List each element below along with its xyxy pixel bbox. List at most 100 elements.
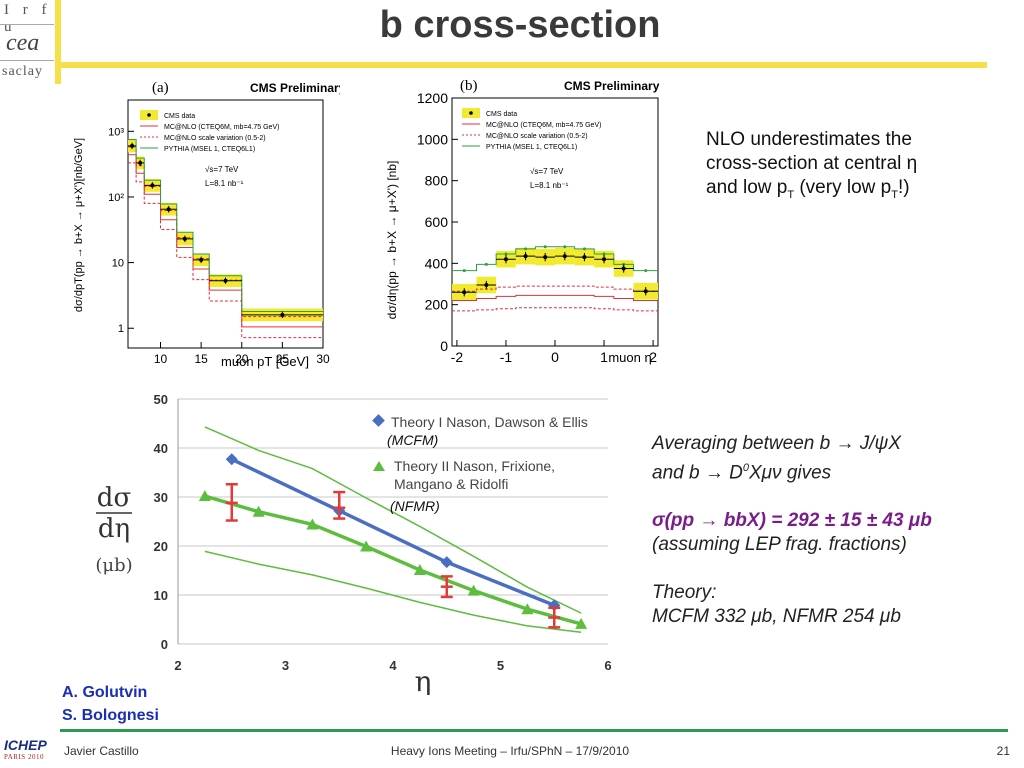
data-point bbox=[150, 183, 155, 188]
averaging-note: Averaging between b → J/ψX and b → D0Xμν… bbox=[652, 432, 1022, 629]
legend-label: MC@NLO (CTEQ6M, mb=4.75 GeV) bbox=[486, 122, 601, 129]
x-tick-label: 3 bbox=[282, 658, 289, 673]
cea-irfu-logo: I r f u cea saclay bbox=[0, 0, 56, 84]
pythia-marker bbox=[462, 269, 466, 273]
x-tick-label: -1 bbox=[500, 349, 513, 365]
chart-b-lumi: L=8.1 nb⁻¹ bbox=[530, 181, 569, 190]
nlo-note-text: and low p bbox=[706, 177, 788, 198]
data-point bbox=[602, 257, 607, 262]
accent-horizontal-bar bbox=[55, 62, 987, 68]
chart-a: (a) CMS Preliminary 10 15 20 25 3011010²10³ … bbox=[73, 80, 340, 369]
chart-c-ylabel-bottom: dη bbox=[98, 514, 130, 544]
logo-divider bbox=[0, 60, 54, 61]
data-point bbox=[462, 290, 467, 295]
x-tick-label: 20 bbox=[235, 352, 249, 366]
data-point bbox=[182, 236, 187, 241]
x-tick-label: -2 bbox=[451, 349, 464, 365]
pythia-marker bbox=[582, 247, 586, 251]
data-point bbox=[621, 266, 626, 271]
theory-histogram bbox=[452, 285, 658, 292]
legend-label: MC@NLO scale variation (0.5-2) bbox=[486, 133, 588, 140]
data-point bbox=[543, 255, 548, 260]
y-tick-label: 0 bbox=[161, 637, 168, 652]
subscript: T bbox=[891, 188, 898, 201]
ichep-logo: ICHEP PARIS 2010 bbox=[4, 738, 60, 766]
nlo-note-text: (very low p bbox=[794, 177, 892, 198]
theory-line: MCFM 332 μb, NFMR 254 μb bbox=[652, 606, 901, 628]
pythia-marker bbox=[524, 247, 528, 251]
logo-divider bbox=[0, 24, 54, 25]
legend-marker-data bbox=[469, 111, 473, 115]
pythia-marker bbox=[484, 262, 488, 266]
y-tick-label: 50 bbox=[154, 392, 168, 407]
accent-vertical-bar bbox=[55, 0, 61, 84]
x-tick-label: 30 bbox=[316, 352, 330, 366]
data-point bbox=[280, 312, 285, 317]
averaging-line: and b → D0Xμν gives bbox=[652, 456, 1022, 485]
data-point bbox=[223, 278, 228, 283]
chart-a-xlabel: muon pT [GeV] bbox=[221, 354, 309, 369]
chart-b-header: CMS Preliminary bbox=[564, 79, 660, 93]
theory2-lower-band bbox=[204, 550, 582, 633]
y-tick-label: 1000 bbox=[417, 131, 448, 147]
theory-line: Theory: bbox=[652, 582, 717, 604]
pythia-marker bbox=[602, 252, 606, 256]
data-point bbox=[199, 257, 204, 262]
data-point bbox=[562, 254, 567, 259]
theory2-marker bbox=[521, 603, 534, 615]
legend-sub-theory2: (NFMR) bbox=[390, 498, 440, 514]
spacer bbox=[652, 485, 1022, 509]
chart-c-ylabel-top: dσ bbox=[97, 483, 131, 513]
y-tick-label: 1 bbox=[118, 323, 124, 335]
chart-c-legend: Theory I Nason, Dawson & Ellis (MCFM) Th… bbox=[372, 414, 588, 514]
pythia-marker bbox=[504, 252, 508, 256]
logo-saclay-text: saclay bbox=[2, 64, 43, 79]
chart-a-energy: √s=7 TeV bbox=[205, 165, 239, 174]
theory2-marker bbox=[306, 518, 319, 530]
nlo-note-line: and low pT (very low pT!) bbox=[706, 176, 1006, 207]
slide-title: b cross-section bbox=[379, 4, 661, 46]
y-tick-label: 800 bbox=[425, 173, 449, 189]
x-tick-label: 5 bbox=[497, 658, 504, 673]
legend-sub-theory1: (MCFM) bbox=[387, 432, 438, 448]
y-tick-label: 10² bbox=[108, 192, 124, 204]
legend-marker-data bbox=[147, 113, 151, 117]
x-tick-label: 6 bbox=[604, 658, 611, 673]
y-tick-label: 600 bbox=[425, 214, 449, 230]
ichep-logo-text: ICHEP bbox=[4, 737, 47, 753]
legend-label: PYTHIA (MSEL 1, CTEQ6L1) bbox=[164, 146, 255, 153]
x-tick-label: 10 bbox=[154, 352, 168, 366]
legend-label-theory1: Theory I Nason, Dawson & Ellis bbox=[391, 414, 588, 430]
y-tick-label: 200 bbox=[425, 297, 449, 313]
legend-label: MC@NLO scale variation (0.5-2) bbox=[164, 135, 266, 142]
legend-marker-theory2 bbox=[373, 461, 385, 471]
chart-b-ylabel: dσ/dη(pp → b+X → μ+X') [nb] bbox=[385, 161, 399, 320]
chart-c-yunit: (μb) bbox=[95, 555, 132, 576]
logo-irfu-text: I r f u bbox=[4, 2, 52, 35]
x-tick-label: 25 bbox=[276, 352, 290, 366]
chart-c-xlabel: η bbox=[415, 665, 432, 695]
nlo-note-line: NLO underestimates the bbox=[706, 129, 912, 150]
cross-section-result: σ(pp → bbX) = 292 ± 15 ± 43 μb bbox=[652, 510, 932, 532]
chart-b: (b) CMS Preliminary -2 -1 0 1 2 0 200 400 600 800… bbox=[385, 78, 660, 365]
legend-marker-theory1 bbox=[372, 414, 385, 427]
x-tick-label: 15 bbox=[194, 352, 208, 366]
y-tick-label: 10³ bbox=[108, 126, 124, 138]
legend-label: CMS data bbox=[164, 113, 195, 120]
x-tick-label: 2 bbox=[649, 349, 657, 365]
author-1: A. Golutvin bbox=[62, 684, 148, 701]
averaging-text: and b → D bbox=[652, 462, 743, 484]
theory2-marker bbox=[360, 540, 373, 552]
chart-a-tag: (a) bbox=[152, 80, 169, 96]
spacer bbox=[652, 557, 1022, 581]
x-tick-label: 1 bbox=[600, 349, 608, 365]
page-number: 21 bbox=[996, 744, 1010, 758]
y-tick-label: 10 bbox=[112, 258, 124, 270]
footer-center: Heavy Ions Meeting – Irfu/SPhN – 17/9/20… bbox=[390, 744, 630, 758]
assumption-line: (assuming LEP frag. fractions) bbox=[652, 534, 907, 556]
theory1-marker bbox=[440, 556, 453, 569]
data-point bbox=[138, 160, 143, 165]
theory2-marker bbox=[198, 490, 211, 502]
data-point bbox=[166, 207, 171, 212]
theory1-marker bbox=[225, 453, 238, 466]
